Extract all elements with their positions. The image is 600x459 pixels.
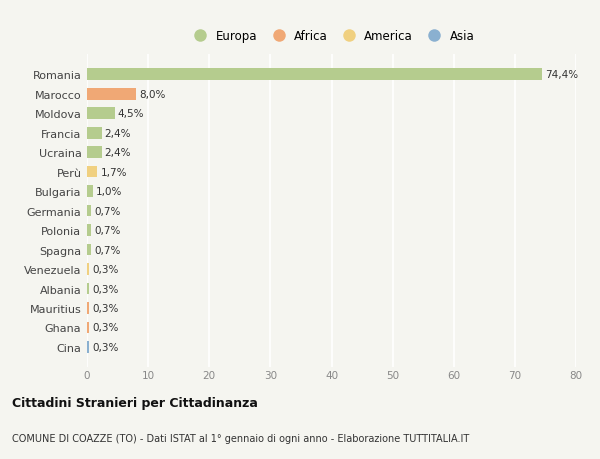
Text: 0,3%: 0,3% xyxy=(92,264,118,274)
Text: 1,0%: 1,0% xyxy=(96,187,122,197)
Text: 0,3%: 0,3% xyxy=(92,342,118,352)
Bar xyxy=(87,205,91,217)
Bar xyxy=(87,167,97,178)
Bar xyxy=(87,283,89,295)
Text: 4,5%: 4,5% xyxy=(118,109,144,119)
Bar xyxy=(87,128,101,139)
Bar xyxy=(87,108,115,120)
Legend: Europa, Africa, America, Asia: Europa, Africa, America, Asia xyxy=(188,30,475,43)
Text: 2,4%: 2,4% xyxy=(105,148,131,158)
Bar xyxy=(87,322,89,334)
Text: 0,7%: 0,7% xyxy=(94,225,121,235)
Text: 0,3%: 0,3% xyxy=(92,323,118,333)
Bar xyxy=(87,186,93,197)
Bar xyxy=(87,341,89,353)
Bar xyxy=(87,263,89,275)
Text: Cittadini Stranieri per Cittadinanza: Cittadini Stranieri per Cittadinanza xyxy=(12,396,258,409)
Bar xyxy=(87,225,91,236)
Text: 0,3%: 0,3% xyxy=(92,284,118,294)
Text: 2,4%: 2,4% xyxy=(105,129,131,139)
Text: 0,7%: 0,7% xyxy=(94,245,121,255)
Bar xyxy=(87,147,101,159)
Text: COMUNE DI COAZZE (TO) - Dati ISTAT al 1° gennaio di ogni anno - Elaborazione TUT: COMUNE DI COAZZE (TO) - Dati ISTAT al 1°… xyxy=(12,433,469,442)
Bar xyxy=(87,89,136,101)
Text: 74,4%: 74,4% xyxy=(545,70,578,80)
Bar xyxy=(87,244,91,256)
Bar xyxy=(87,69,542,81)
Bar xyxy=(87,302,89,314)
Text: 8,0%: 8,0% xyxy=(139,90,166,100)
Text: 0,3%: 0,3% xyxy=(92,303,118,313)
Text: 1,7%: 1,7% xyxy=(100,167,127,177)
Text: 0,7%: 0,7% xyxy=(94,206,121,216)
